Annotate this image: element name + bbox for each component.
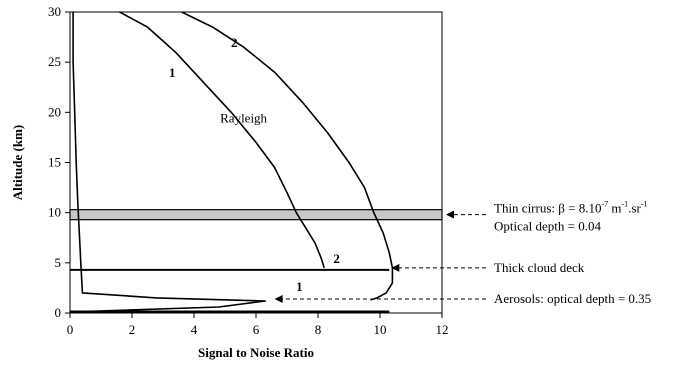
annotation-superscript: -1: [641, 200, 648, 209]
y-tick-label: 0: [55, 305, 62, 320]
cirrus-arrow-head: [446, 210, 454, 219]
curve-label: 1: [296, 279, 303, 294]
curve-label: 2: [231, 35, 238, 50]
y-tick-label: 5: [55, 255, 62, 270]
annotation-text: m: [608, 201, 621, 216]
x-axis-ticks: 0 2 4 6 8 10 12: [67, 313, 449, 337]
rayleigh-label: Rayleigh: [220, 110, 267, 125]
curve-label: 2: [333, 251, 340, 266]
annotation-superscript: -1: [622, 200, 629, 209]
annotation-text: Thin cirrus: β = 8.10: [494, 201, 601, 216]
x-axis-title: Signal to Noise Ratio: [198, 345, 314, 360]
thick-cloud-arrow-head: [391, 263, 400, 272]
x-tick-label: 4: [191, 322, 198, 337]
x-tick-label: 6: [253, 322, 260, 337]
thin-cirrus-layer: [69, 209, 443, 221]
x-tick-label: 12: [436, 322, 449, 337]
series-line-2: [181, 11, 394, 301]
series-group: [69, 11, 394, 313]
cirrus-optical-depth: Optical depth = 0.04: [494, 219, 601, 234]
y-tick-label: 20: [48, 104, 61, 119]
thick-cloud-annotation: Thick cloud deck: [494, 260, 585, 275]
x-tick-label: 10: [374, 322, 387, 337]
y-tick-label: 15: [48, 155, 61, 170]
y-tick-label: 10: [48, 205, 61, 220]
y-tick-label: 30: [48, 4, 61, 19]
curve-labels: 1 2 2 1 Rayleigh: [169, 35, 340, 294]
y-axis-title: Altitude (km): [10, 125, 25, 200]
cirrus-annotation: Thin cirrus: β = 8.10-7 m-1.sr-1: [494, 200, 648, 216]
series-line-3: [69, 12, 267, 313]
x-tick-label: 8: [315, 322, 322, 337]
plot-area: [69, 11, 443, 314]
annotation-superscript: -7: [601, 200, 608, 209]
cloud-layers: [69, 209, 443, 313]
aerosol-annotation: Aerosols: optical depth = 0.35: [494, 291, 651, 306]
x-tick-label: 0: [67, 322, 74, 337]
aerosol-arrow-head: [274, 294, 283, 303]
series-line-1: [119, 11, 325, 269]
y-axis-ticks: 0 5 10 15 20 25 30: [48, 4, 70, 320]
annotations: Thin cirrus: β = 8.10-7 m-1.sr-1Optical …: [274, 200, 651, 306]
annotation-text: .sr: [628, 201, 641, 216]
x-tick-label: 2: [129, 322, 136, 337]
y-tick-label: 25: [48, 54, 61, 69]
curve-label: 1: [169, 65, 176, 80]
